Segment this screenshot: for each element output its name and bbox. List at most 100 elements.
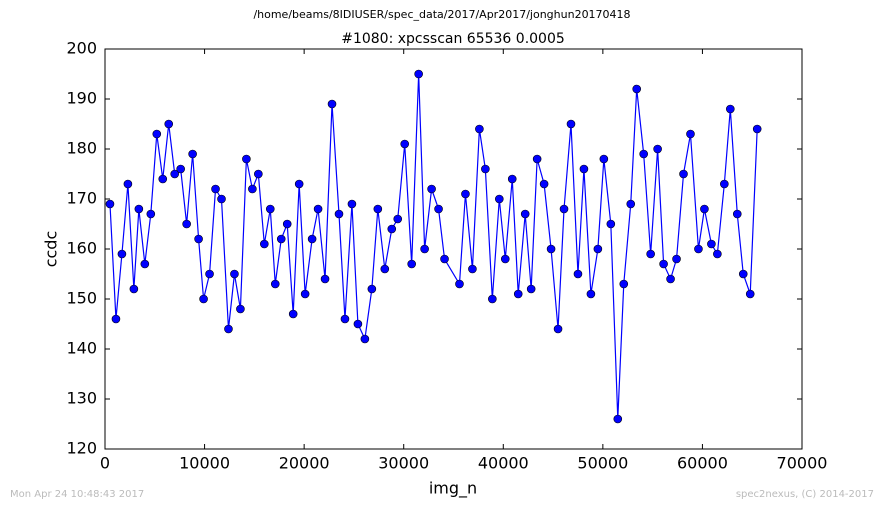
data-point: [217, 194, 226, 204]
data-point: [164, 119, 174, 129]
footer-left: Mon Apr 24 10:48:43 2017: [10, 489, 144, 500]
data-point: [606, 219, 616, 229]
data-point: [140, 259, 150, 269]
data-point: [414, 69, 423, 79]
x-tick-label: 0: [100, 454, 110, 473]
data-point: [265, 204, 275, 214]
data-point: [488, 294, 497, 304]
x-tick-label: 40000: [478, 454, 529, 473]
data-point: [123, 179, 133, 189]
data-point: [105, 199, 115, 209]
data-point: [158, 174, 168, 184]
data-point: [313, 204, 323, 214]
data-point: [152, 129, 162, 139]
data-point: [367, 284, 377, 294]
data-point: [242, 154, 251, 164]
data-point: [475, 124, 484, 134]
data-point: [300, 289, 310, 299]
data-point: [738, 269, 748, 279]
data-point: [507, 174, 517, 184]
data-point: [513, 289, 523, 299]
data-point: [360, 334, 370, 344]
data-point: [532, 154, 542, 164]
data-point: [205, 269, 214, 279]
data-point: [407, 259, 416, 269]
data-point: [146, 209, 156, 219]
data-point: [526, 284, 536, 294]
data-point: [707, 239, 716, 249]
data-point: [468, 264, 477, 274]
data-point: [282, 219, 292, 229]
y-tick-label: 170: [66, 189, 97, 208]
data-point: [427, 184, 436, 194]
y-tick-label: 180: [66, 139, 97, 158]
footer-right: spec2nexus, (C) 2014-2017: [736, 489, 874, 500]
data-point: [455, 279, 464, 289]
data-point: [481, 164, 490, 174]
data-point: [380, 264, 390, 274]
data-point: [182, 219, 191, 229]
data-point: [639, 149, 648, 159]
data-point: [461, 189, 470, 199]
x-axis-label: img_n: [429, 479, 477, 499]
data-point: [353, 319, 363, 329]
data-point: [199, 294, 208, 304]
data-point: [194, 234, 203, 244]
data-point: [553, 324, 563, 334]
data-point: [294, 179, 304, 189]
data-point: [420, 244, 429, 254]
data-point: [686, 129, 695, 139]
data-point: [393, 214, 403, 224]
data-point: [347, 199, 357, 209]
x-tick-label: 60000: [677, 454, 728, 473]
data-point: [387, 224, 397, 234]
x-tick-label: 70000: [777, 454, 828, 473]
data-point: [679, 169, 688, 179]
y-tick-label: 120: [66, 439, 97, 458]
x-tick-label: 50000: [577, 454, 628, 473]
data-point: [373, 204, 383, 214]
plot-frame: [104, 48, 803, 450]
data-point: [593, 244, 603, 254]
y-axis-label: ccdc: [42, 231, 61, 268]
data-point: [134, 204, 144, 214]
y-tick-label: 150: [66, 289, 97, 308]
data-point: [248, 184, 257, 194]
data-point: [619, 279, 629, 289]
data-point: [752, 124, 762, 134]
data-point: [613, 414, 623, 424]
data-point: [224, 324, 233, 334]
y-tick-label: 130: [66, 389, 97, 408]
data-point: [440, 254, 449, 264]
data-point: [599, 154, 609, 164]
data-point: [276, 234, 286, 244]
data-point: [626, 199, 636, 209]
data-point: [586, 289, 596, 299]
data-point: [307, 234, 317, 244]
data-point: [520, 209, 530, 219]
data-point: [111, 314, 121, 324]
data-point: [694, 244, 703, 254]
data-point: [211, 184, 220, 194]
data-point: [672, 254, 681, 264]
data-point: [495, 194, 504, 204]
y-tick-label: 190: [66, 89, 97, 108]
data-point: [129, 284, 139, 294]
y-tick-label: 200: [66, 39, 97, 58]
data-point: [500, 254, 510, 264]
data-point: [579, 164, 589, 174]
data-point: [666, 274, 675, 284]
suptitle: /home/beams/8IDIUSER/spec_data/2017/Apr2…: [253, 8, 630, 21]
data-point: [254, 169, 263, 179]
x-tick-label: 30000: [378, 454, 429, 473]
data-point: [117, 249, 127, 259]
data-point: [732, 209, 742, 219]
data-point: [270, 279, 280, 289]
data-point: [236, 304, 245, 314]
data-point: [230, 269, 239, 279]
data-point: [340, 314, 350, 324]
data-point: [188, 149, 197, 159]
y-tick-label: 160: [66, 239, 97, 258]
